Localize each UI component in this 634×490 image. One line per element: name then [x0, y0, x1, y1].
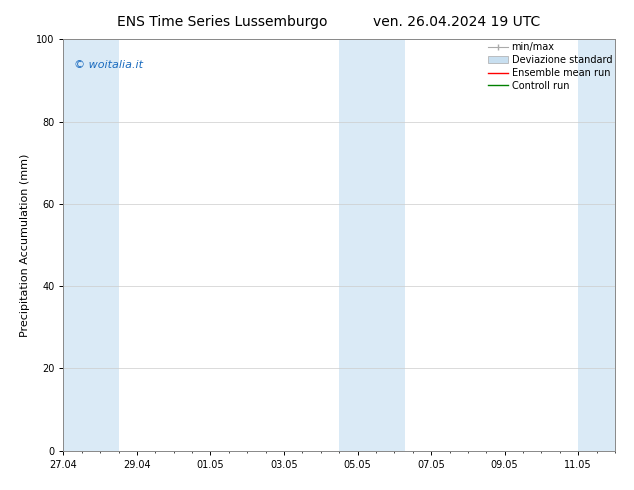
Bar: [578, 39, 615, 451]
Text: ven. 26.04.2024 19 UTC: ven. 26.04.2024 19 UTC: [373, 15, 540, 29]
Bar: [63, 39, 119, 451]
Legend: min/max, Deviazione standard, Ensemble mean run, Controll run: min/max, Deviazione standard, Ensemble m…: [488, 42, 612, 91]
Y-axis label: Precipitation Accumulation (mm): Precipitation Accumulation (mm): [20, 153, 30, 337]
Bar: [339, 39, 405, 451]
Text: © woitalia.it: © woitalia.it: [74, 60, 143, 70]
Text: ENS Time Series Lussemburgo: ENS Time Series Lussemburgo: [117, 15, 327, 29]
